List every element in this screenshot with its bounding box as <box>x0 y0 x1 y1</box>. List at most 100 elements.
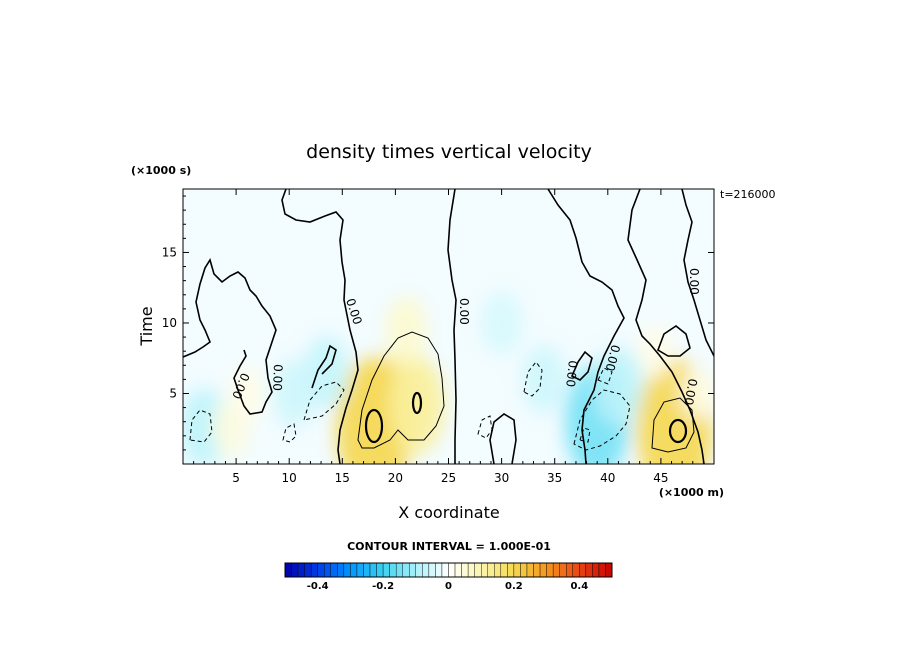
x-tick-label: 45 <box>653 471 668 485</box>
x-tick-label: 5 <box>232 471 240 485</box>
negative-contour-c <box>303 381 345 421</box>
colorbar-cell <box>382 562 390 578</box>
colorbar-cell <box>337 562 345 578</box>
negative-anomaly <box>522 345 566 413</box>
contour-label: 0.00 <box>270 364 285 391</box>
colorbar-cell <box>389 562 397 578</box>
colorbar-cell <box>350 562 358 578</box>
colorbar-cell <box>448 562 456 578</box>
zero-contour-left <box>183 258 277 415</box>
colorbar-cell <box>297 562 305 578</box>
colorbar-cell <box>324 562 331 578</box>
colorbar-cell <box>481 562 488 578</box>
negative-contour-f <box>477 415 493 439</box>
negative-contour-d <box>282 423 297 443</box>
colorbar-cell <box>376 562 384 578</box>
positive-anomaly <box>384 296 428 364</box>
colorbar-cell <box>409 562 417 578</box>
colorbar-cell <box>330 562 338 578</box>
y-axis-title: Time <box>137 306 156 346</box>
colorbar-tick-label: 0.2 <box>505 581 523 592</box>
colorbar-cell <box>598 562 606 578</box>
zero-contour-h <box>657 325 691 357</box>
y-axis-ticks: 5 10 15 <box>162 195 714 451</box>
plot-area: 0.00 0.00 0.00 0.00 0.00 0.00 0.00 0.00 <box>182 188 715 465</box>
colorbar-cell <box>428 562 436 578</box>
colorbar-cell <box>585 562 593 578</box>
colorbar-cell <box>467 562 475 578</box>
colorbar-cell <box>559 562 567 578</box>
colorbar-cell <box>500 562 508 578</box>
colorbar-cell <box>552 562 560 578</box>
colorbar-cell <box>487 562 495 578</box>
colorbar-cell <box>356 562 364 578</box>
negative-anomaly <box>481 291 522 354</box>
x-unit-label: (×1000 m) <box>659 486 724 499</box>
colorbar-tick-label: 0.4 <box>570 581 588 592</box>
positive-contour-outer-right <box>651 397 695 453</box>
zero-contour-g <box>570 350 593 381</box>
x-tick-label: 35 <box>547 471 562 485</box>
colorbar-cell <box>546 562 554 578</box>
x-tick-label: 10 <box>282 471 297 485</box>
colorbar <box>284 562 613 578</box>
positive-anomaly <box>229 367 265 420</box>
strong-positive-contours <box>364 391 688 444</box>
negative-anomaly <box>273 359 316 428</box>
negative-contour-h <box>597 367 613 385</box>
colorbar-tick-label: -0.4 <box>307 581 329 592</box>
y-tick-label: 15 <box>162 245 177 259</box>
colorbar-cell <box>526 562 534 578</box>
colorbar-cell <box>304 562 312 578</box>
contour-label: 0.00 <box>563 360 580 388</box>
contour-label: 0.00 <box>603 343 623 372</box>
colorbar-cell <box>415 562 423 578</box>
colorbar-cell <box>454 562 462 578</box>
time-label: t=216000 <box>720 188 776 201</box>
positive-anomaly <box>388 355 446 454</box>
negative-anomaly <box>594 347 643 426</box>
colorbar-cell <box>513 562 521 578</box>
colorbar-cell <box>533 562 541 578</box>
y-tick-label: 10 <box>162 316 177 330</box>
zero-contour-a <box>281 189 359 464</box>
colorbar-cell <box>363 562 371 578</box>
zero-contour-f <box>311 344 337 389</box>
colorbar-frame <box>284 562 613 578</box>
negative-contours <box>189 361 631 451</box>
peak-contour-center <box>411 391 423 415</box>
contour-label: 0.00 <box>687 268 701 295</box>
colorbar-cell <box>310 562 318 578</box>
colorbar-cell <box>317 562 325 578</box>
colorbar-cell <box>572 562 580 578</box>
colorbar-tick-label: 0 <box>445 581 452 592</box>
colorbar-cell <box>579 562 587 578</box>
x-tick-label: 15 <box>335 471 350 485</box>
colorbar-cell <box>605 562 613 578</box>
positive-contour-outer-left <box>357 331 445 449</box>
colorbar-cell <box>402 562 410 578</box>
field-layer <box>183 291 714 464</box>
negative-contour-b <box>523 361 543 397</box>
zero-contour-right <box>681 189 714 357</box>
colorbar-cell <box>592 562 600 578</box>
colorbar-cell <box>422 562 430 578</box>
colorbar-cell <box>343 562 351 578</box>
x-axis-ticks: 5 10 15 20 25 30 35 40 45 <box>193 189 704 485</box>
plot-background <box>183 189 714 464</box>
colorbar-cell <box>507 562 515 578</box>
x-tick-label: 25 <box>441 471 456 485</box>
peak-contour-left <box>364 408 384 444</box>
zero-contour-b <box>447 189 457 464</box>
colorbar-cell <box>435 562 443 578</box>
colorbar-cell <box>539 562 547 578</box>
colorbar-cell <box>461 562 469 578</box>
colorbar-cell <box>291 562 299 578</box>
zero-contour-c <box>547 189 625 464</box>
peak-contour-right <box>668 418 688 444</box>
zero-contour-d <box>627 189 705 464</box>
colorbar-cell <box>395 562 403 578</box>
colorbar-cell <box>369 562 377 578</box>
y-tick-label: 5 <box>169 386 177 400</box>
